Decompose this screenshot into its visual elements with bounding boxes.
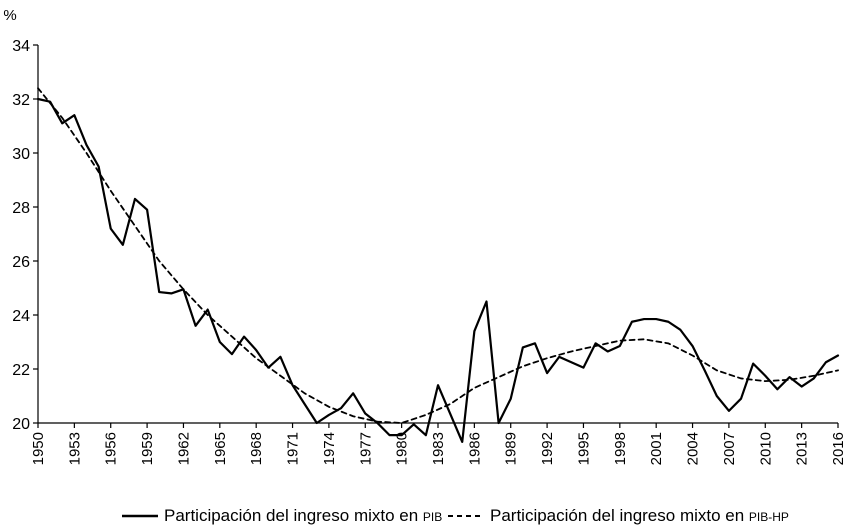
x-tick-label: 2010 — [757, 432, 774, 465]
y-tick-label: 24 — [12, 308, 30, 325]
x-tick-label: 2007 — [721, 432, 738, 465]
x-tick-label: 1974 — [321, 432, 338, 465]
x-tick-label: 1971 — [285, 432, 302, 465]
y-axis-unit-label: % — [3, 7, 16, 24]
series-line-pib-hp — [37, 87, 839, 424]
y-tick-label: 28 — [12, 200, 30, 217]
x-tick-label: 1989 — [503, 432, 520, 465]
y-tick-label: 20 — [12, 416, 30, 433]
y-tick-label: 32 — [12, 92, 30, 109]
x-tick-label: 1998 — [612, 432, 629, 465]
x-tick-label: 1983 — [430, 432, 447, 465]
y-axis: 20 22 24 26 28 30 32 34 — [12, 38, 39, 433]
x-tick-label: 1956 — [103, 432, 120, 465]
legend-label-dashed: Participación del ingreso mixto en PIB-H… — [490, 506, 789, 525]
x-tick-label: 1965 — [212, 432, 229, 465]
x-tick-label: 1977 — [357, 432, 374, 465]
x-tick-label: 2001 — [648, 432, 665, 465]
x-tick-label: 1980 — [394, 432, 411, 465]
legend-item-solid: Participación del ingreso mixto en PIB — [122, 506, 442, 526]
legend-label-solid: Participación del ingreso mixto en PIB — [164, 506, 443, 525]
x-tick-label: 2016 — [830, 432, 847, 465]
legend: Participación del ingreso mixto en PIB P… — [0, 506, 850, 530]
legend-item-dashed: Participación del ingreso mixto en PIB-H… — [448, 506, 789, 526]
x-tick-label: 1995 — [575, 432, 592, 465]
x-tick-label: 2013 — [794, 432, 811, 465]
series-line-pib — [36, 97, 840, 443]
x-tick-label: 1986 — [466, 432, 483, 465]
x-tick-label: 1959 — [139, 432, 156, 465]
y-tick-label: 22 — [12, 362, 30, 379]
solid-line-swatch — [122, 514, 158, 518]
y-tick-label: 30 — [12, 146, 30, 163]
x-tick-label: 2004 — [685, 432, 702, 465]
y-tick-label: 26 — [12, 254, 30, 271]
x-tick-label: 1950 — [30, 432, 47, 465]
y-tick-label: 34 — [12, 38, 30, 55]
series-layer — [36, 87, 840, 443]
dashed-line-swatch — [448, 515, 484, 517]
x-tick-label: 1953 — [66, 432, 83, 465]
x-tick-label: 1992 — [539, 432, 556, 465]
x-tick-label: 1968 — [248, 432, 265, 465]
x-tick-label: 1962 — [175, 432, 192, 465]
x-axis: 1950 1953 1956 1959 1962 1965 1968 1971 1974 1977… — [30, 422, 847, 465]
